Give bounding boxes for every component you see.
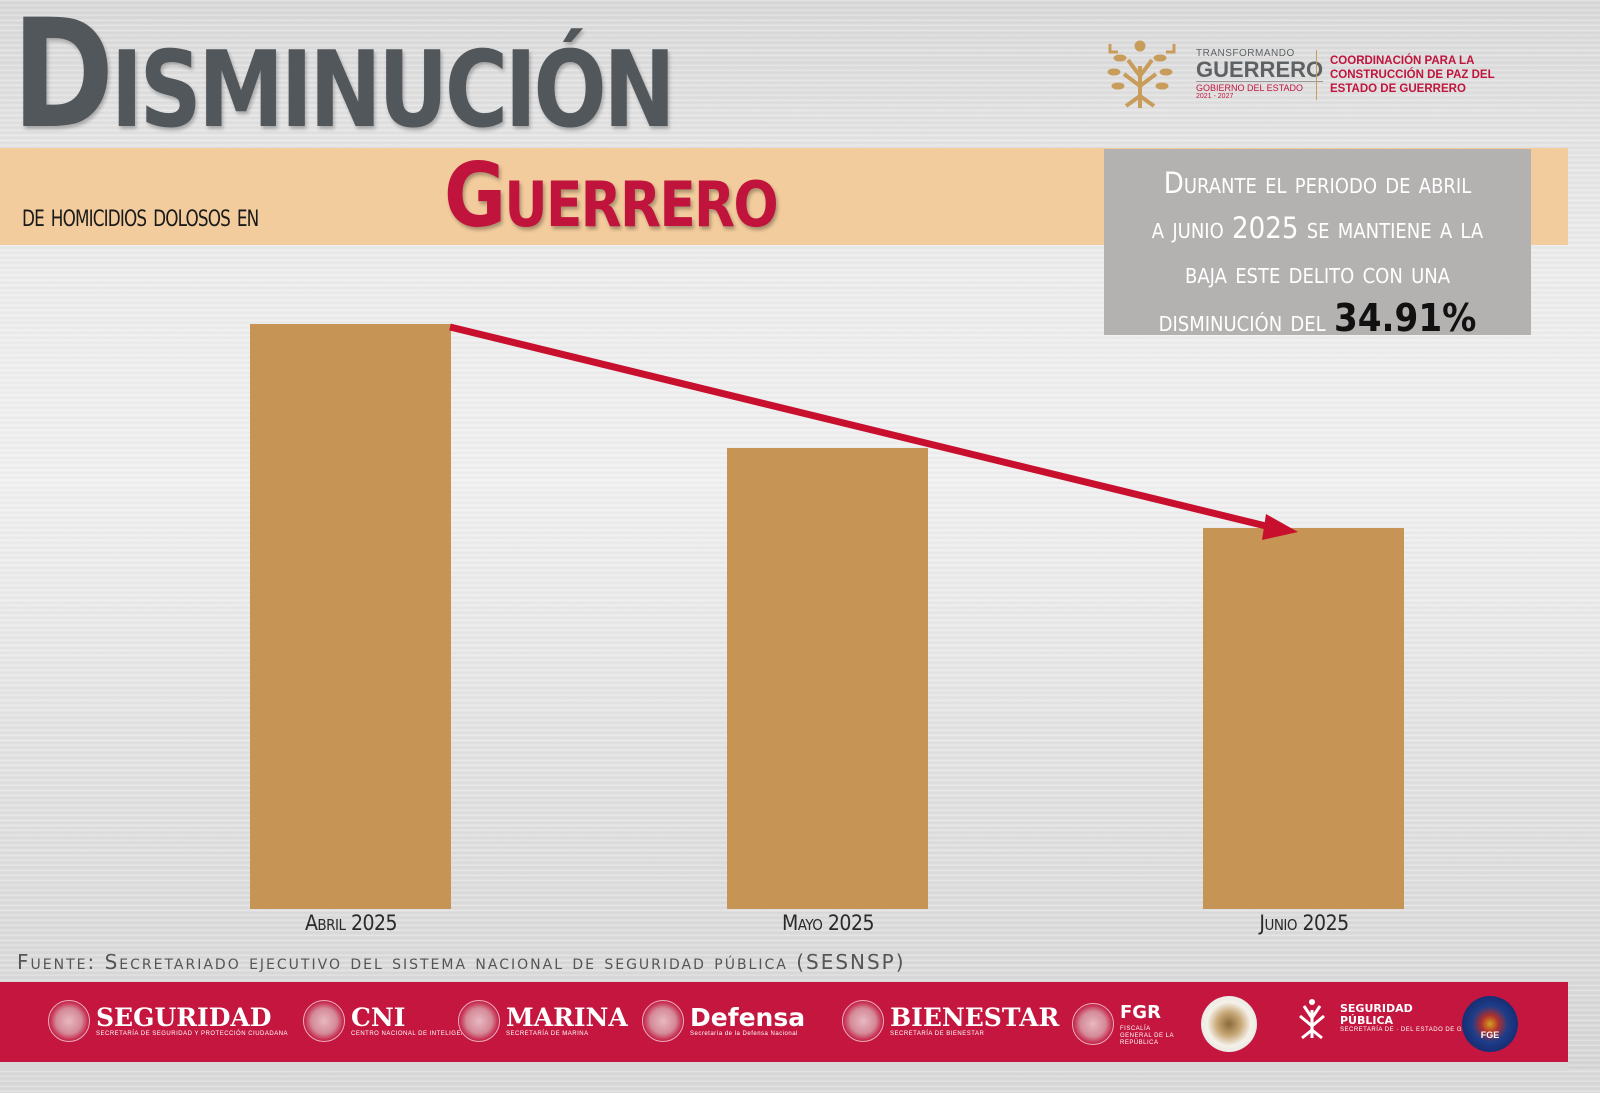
brand-ssp-guerrero: SEGURIDAD PÚBLICA SECRETARÍA DE · DEL EST… bbox=[1290, 996, 1496, 1040]
brand-defensa: Defensa Secretaría de la Defensa Nacional bbox=[642, 1000, 805, 1042]
callout-line: disminución del 34.91% bbox=[1104, 296, 1531, 344]
coordination-line: ESTADO DE GUERRERO bbox=[1330, 83, 1466, 95]
x-label-junio: Junio 2025 bbox=[1259, 911, 1349, 935]
bottom-strip bbox=[0, 1062, 1568, 1071]
brand-name: CNI bbox=[351, 1002, 406, 1032]
bar-mayo bbox=[727, 448, 928, 909]
eagle-seal-icon bbox=[1201, 996, 1257, 1052]
brand-bienestar: BIENESTAR SECRETARÍA DE BIENESTAR bbox=[842, 1000, 1059, 1042]
bar-chart: Abril 2025 Mayo 2025 Junio 2025 bbox=[250, 323, 1404, 935]
logo-divider bbox=[1316, 50, 1317, 100]
logo-line4: 2021 - 2027 bbox=[1196, 93, 1234, 100]
source-note: Fuente: Secretariado ejecutivo del siste… bbox=[17, 950, 906, 974]
brand-sub: FISCALÍA GENERAL DE LA REPÚBLICA bbox=[1120, 1026, 1174, 1046]
callout-line: a junio 2025 se mantiene a la bbox=[1151, 211, 1484, 245]
coordination-text: COORDINACIÓN PARA LA CONSTRUCCIÓN DE PAZ… bbox=[1330, 54, 1495, 96]
brand-sub: SECRETARÍA DE BIENESTAR bbox=[890, 1030, 985, 1037]
brand-sub: SECRETARÍA DE MARINA bbox=[506, 1030, 589, 1037]
tree-logo-icon bbox=[1107, 40, 1176, 108]
footer-logos: SEGURIDAD SECRETARÍA DE SEGURIDAD Y PROTE… bbox=[0, 982, 1568, 1062]
brand-name: SEGURIDAD PÚBLICA bbox=[1340, 1001, 1413, 1027]
national-seal-icon bbox=[842, 1000, 884, 1042]
brand-marina: MARINA SECRETARÍA DE MARINA bbox=[458, 1000, 628, 1042]
tree-logo-icon bbox=[1299, 999, 1325, 1040]
callout-line: baja este delito con una bbox=[1185, 256, 1450, 290]
page-subtitle: de homicidios dolosos en bbox=[22, 196, 259, 234]
brand-name: MARINA bbox=[506, 1002, 628, 1032]
brand-name: SEGURIDAD bbox=[96, 1002, 272, 1032]
coordination-line: CONSTRUCCIÓN DE PAZ DEL bbox=[1330, 69, 1495, 81]
callout-line: Durante el periodo de abril bbox=[1163, 166, 1472, 200]
brand-sub: Secretaría de la Defensa Nacional bbox=[690, 1030, 798, 1037]
government-logo: TRANSFORMANDO GUERRERO GOBIERNO DEL ESTA… bbox=[1104, 36, 1514, 110]
brand-fgr: FGR FISCALÍA GENERAL DE LA REPÚBLICA bbox=[1072, 1000, 1180, 1047]
brand-name: BIENESTAR bbox=[890, 1002, 1060, 1032]
brand-seguridad: SEGURIDAD SECRETARÍA DE SEGURIDAD Y PROTE… bbox=[48, 1000, 288, 1042]
state-name: Guerrero bbox=[444, 144, 779, 247]
brand-name: Defensa bbox=[690, 1002, 806, 1032]
summary-callout: Durante el periodo de abril a junio 2025… bbox=[1104, 149, 1531, 340]
x-label-mayo: Mayo 2025 bbox=[782, 911, 874, 935]
national-seal-icon bbox=[1072, 1002, 1114, 1045]
national-seal-icon bbox=[458, 1000, 500, 1042]
transformando-guerrero-text: TRANSFORMANDO GUERRERO GOBIERNO DEL ESTA… bbox=[1196, 48, 1324, 100]
logo-line2: GUERRERO bbox=[1196, 57, 1324, 82]
bar-abril bbox=[250, 324, 451, 909]
fge-label: FGE bbox=[1480, 1030, 1500, 1040]
decrease-percentage: 34.91% bbox=[1333, 296, 1477, 340]
national-seal-icon bbox=[48, 1000, 90, 1042]
brand-name: FGR bbox=[1120, 1002, 1161, 1023]
x-label-abril: Abril 2025 bbox=[304, 911, 398, 935]
fge-seal-icon: FGE bbox=[1462, 996, 1518, 1052]
national-seal-icon bbox=[642, 1000, 684, 1042]
logo-line3: GOBIERNO DEL ESTADO bbox=[1196, 81, 1324, 93]
brand-sub: CENTRO NACIONAL DE INTELIGENCIA bbox=[351, 1030, 478, 1037]
bar-junio bbox=[1203, 528, 1404, 909]
trend-arrow-icon bbox=[449, 323, 1298, 540]
page-title: Disminución bbox=[12, 0, 676, 162]
logo-line1: TRANSFORMANDO bbox=[1196, 48, 1295, 59]
callout-prefix: disminución del bbox=[1158, 304, 1326, 338]
national-seal-icon bbox=[303, 1000, 345, 1042]
coordination-line: COORDINACIÓN PARA LA bbox=[1330, 55, 1475, 67]
brand-sub: SECRETARÍA DE SEGURIDAD Y PROTECCIÓN CIU… bbox=[96, 1030, 289, 1037]
brand-cni: CNI CENTRO NACIONAL DE INTELIGENCIA bbox=[303, 1000, 477, 1042]
brand-sub: SECRETARÍA DE · DEL ESTADO DE GUERRERO bbox=[1340, 1026, 1496, 1033]
